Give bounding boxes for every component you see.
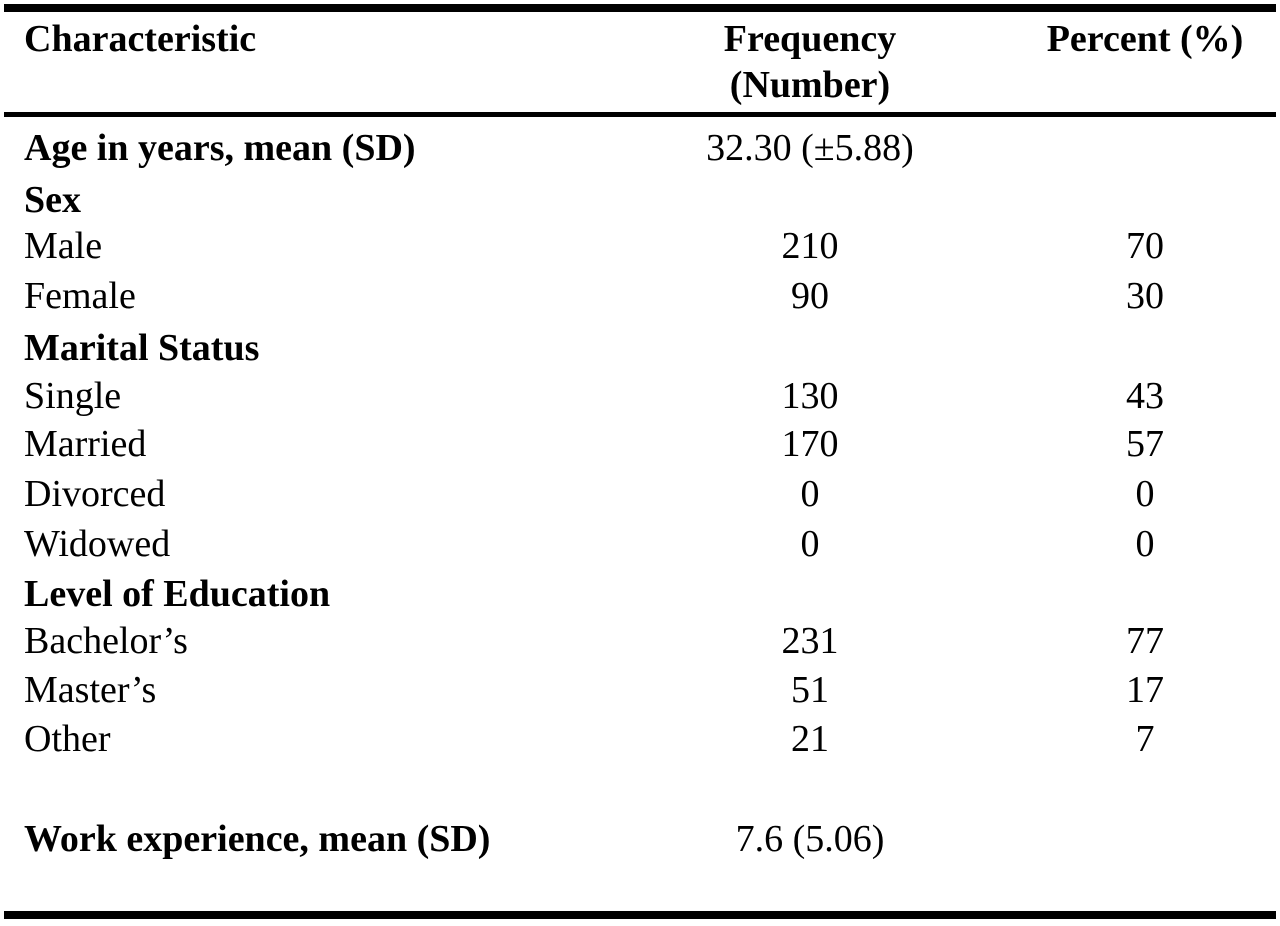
table-row: Age in years, mean (SD) 32.30 (±5.88) [0,124,1280,173]
row-percent: 7 [1135,718,1155,760]
header-frequency-line2: (Number) [729,64,891,106]
row-label: Other [24,718,111,760]
row-label: Widowed [24,523,171,565]
row-frequency: 51 [791,669,829,711]
table-row: Widowed 0 0 [0,520,1280,569]
table-row: Work experience, mean (SD) 7.6 (5.06) [0,815,1280,864]
row-frequency: 130 [781,375,839,417]
row-percent: 0 [1135,473,1155,515]
table-row: Divorced 0 0 [0,470,1280,519]
row-label: Sex [24,179,81,221]
row-label: Female [24,275,136,317]
row-label: Master’s [24,669,157,711]
header-frequency-line1: Frequency [723,18,897,60]
row-frequency: 0 [800,473,820,515]
table-row: Married 170 57 [0,420,1280,469]
header-percent: Percent (%) [1046,18,1244,60]
table-row: Sex [0,176,1280,225]
row-frequency: 90 [791,275,829,317]
table-row: Male 210 70 [0,222,1280,271]
row-percent: 17 [1126,669,1164,711]
row-frequency: 7.6 (5.06) [735,818,885,860]
row-percent: 30 [1126,275,1164,317]
row-frequency: 21 [791,718,829,760]
header-frequency: Frequency (Number) [690,16,930,108]
table-row: Level of Education [0,570,1280,619]
row-frequency: 231 [781,620,839,662]
row-frequency: 32.30 (±5.88) [706,127,914,169]
table-row: Master’s 51 17 [0,666,1280,715]
row-label: Male [24,225,103,267]
row-percent: 43 [1126,375,1164,417]
table-top-rule [4,4,1276,12]
table-row: Bachelor’s 231 77 [0,617,1280,666]
row-percent: 57 [1126,423,1164,465]
table-bottom-rule [4,911,1276,919]
header-rule [4,112,1276,117]
row-frequency: 210 [781,225,839,267]
row-label: Level of Education [24,573,331,615]
row-label: Marital Status [24,327,260,369]
row-label: Bachelor’s [24,620,188,662]
row-label: Divorced [24,473,166,515]
row-percent: 70 [1126,225,1164,267]
row-label: Work experience, mean (SD) [24,818,491,860]
table-row: Other 21 7 [0,715,1280,764]
row-label: Married [24,423,147,465]
header-characteristic: Characteristic [24,18,257,60]
row-label: Single [24,375,122,417]
row-percent: 77 [1126,620,1164,662]
row-frequency: 170 [781,423,839,465]
row-percent: 0 [1135,523,1155,565]
table-row: Marital Status [0,324,1280,373]
row-label: Age in years, mean (SD) [24,127,416,169]
row-frequency: 0 [800,523,820,565]
table-row: Single 130 43 [0,372,1280,421]
table-row: Female 90 30 [0,272,1280,321]
